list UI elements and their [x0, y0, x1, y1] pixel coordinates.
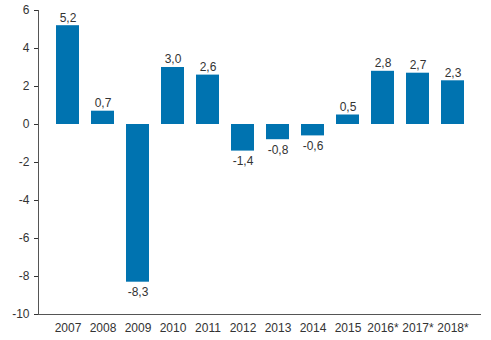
- svg-text:2,6: 2,6: [200, 60, 217, 74]
- svg-text:-4: -4: [19, 193, 30, 207]
- svg-text:-8: -8: [19, 269, 30, 283]
- svg-text:2: 2: [23, 79, 30, 93]
- svg-text:2016*: 2016*: [367, 321, 399, 335]
- svg-text:3,0: 3,0: [165, 52, 182, 66]
- svg-text:2018*: 2018*: [437, 321, 469, 335]
- svg-text:2017*: 2017*: [402, 321, 434, 335]
- svg-text:-0,6: -0,6: [303, 139, 324, 153]
- svg-text:-6: -6: [19, 231, 30, 245]
- svg-text:-1,4: -1,4: [233, 154, 254, 168]
- svg-text:2,8: 2,8: [375, 56, 392, 70]
- svg-text:2007: 2007: [55, 321, 82, 335]
- svg-text:0,5: 0,5: [340, 100, 357, 114]
- svg-text:2010: 2010: [160, 321, 187, 335]
- svg-text:2012: 2012: [230, 321, 257, 335]
- svg-text:5,2: 5,2: [60, 11, 77, 25]
- svg-text:2014: 2014: [300, 321, 327, 335]
- svg-text:6: 6: [23, 3, 30, 17]
- svg-text:-0,8: -0,8: [268, 143, 289, 157]
- svg-text:2,7: 2,7: [410, 58, 427, 72]
- svg-text:-10: -10: [12, 307, 30, 321]
- svg-text:2013: 2013: [265, 321, 292, 335]
- svg-text:2015: 2015: [335, 321, 362, 335]
- svg-text:2,3: 2,3: [445, 66, 462, 80]
- svg-text:0: 0: [23, 117, 30, 131]
- svg-text:-2: -2: [19, 155, 30, 169]
- svg-text:0,7: 0,7: [95, 96, 112, 110]
- svg-text:2011: 2011: [195, 321, 221, 335]
- svg-text:4: 4: [23, 41, 30, 55]
- svg-text:2009: 2009: [125, 321, 152, 335]
- svg-text:2008: 2008: [90, 321, 117, 335]
- svg-text:-8,3: -8,3: [128, 285, 149, 299]
